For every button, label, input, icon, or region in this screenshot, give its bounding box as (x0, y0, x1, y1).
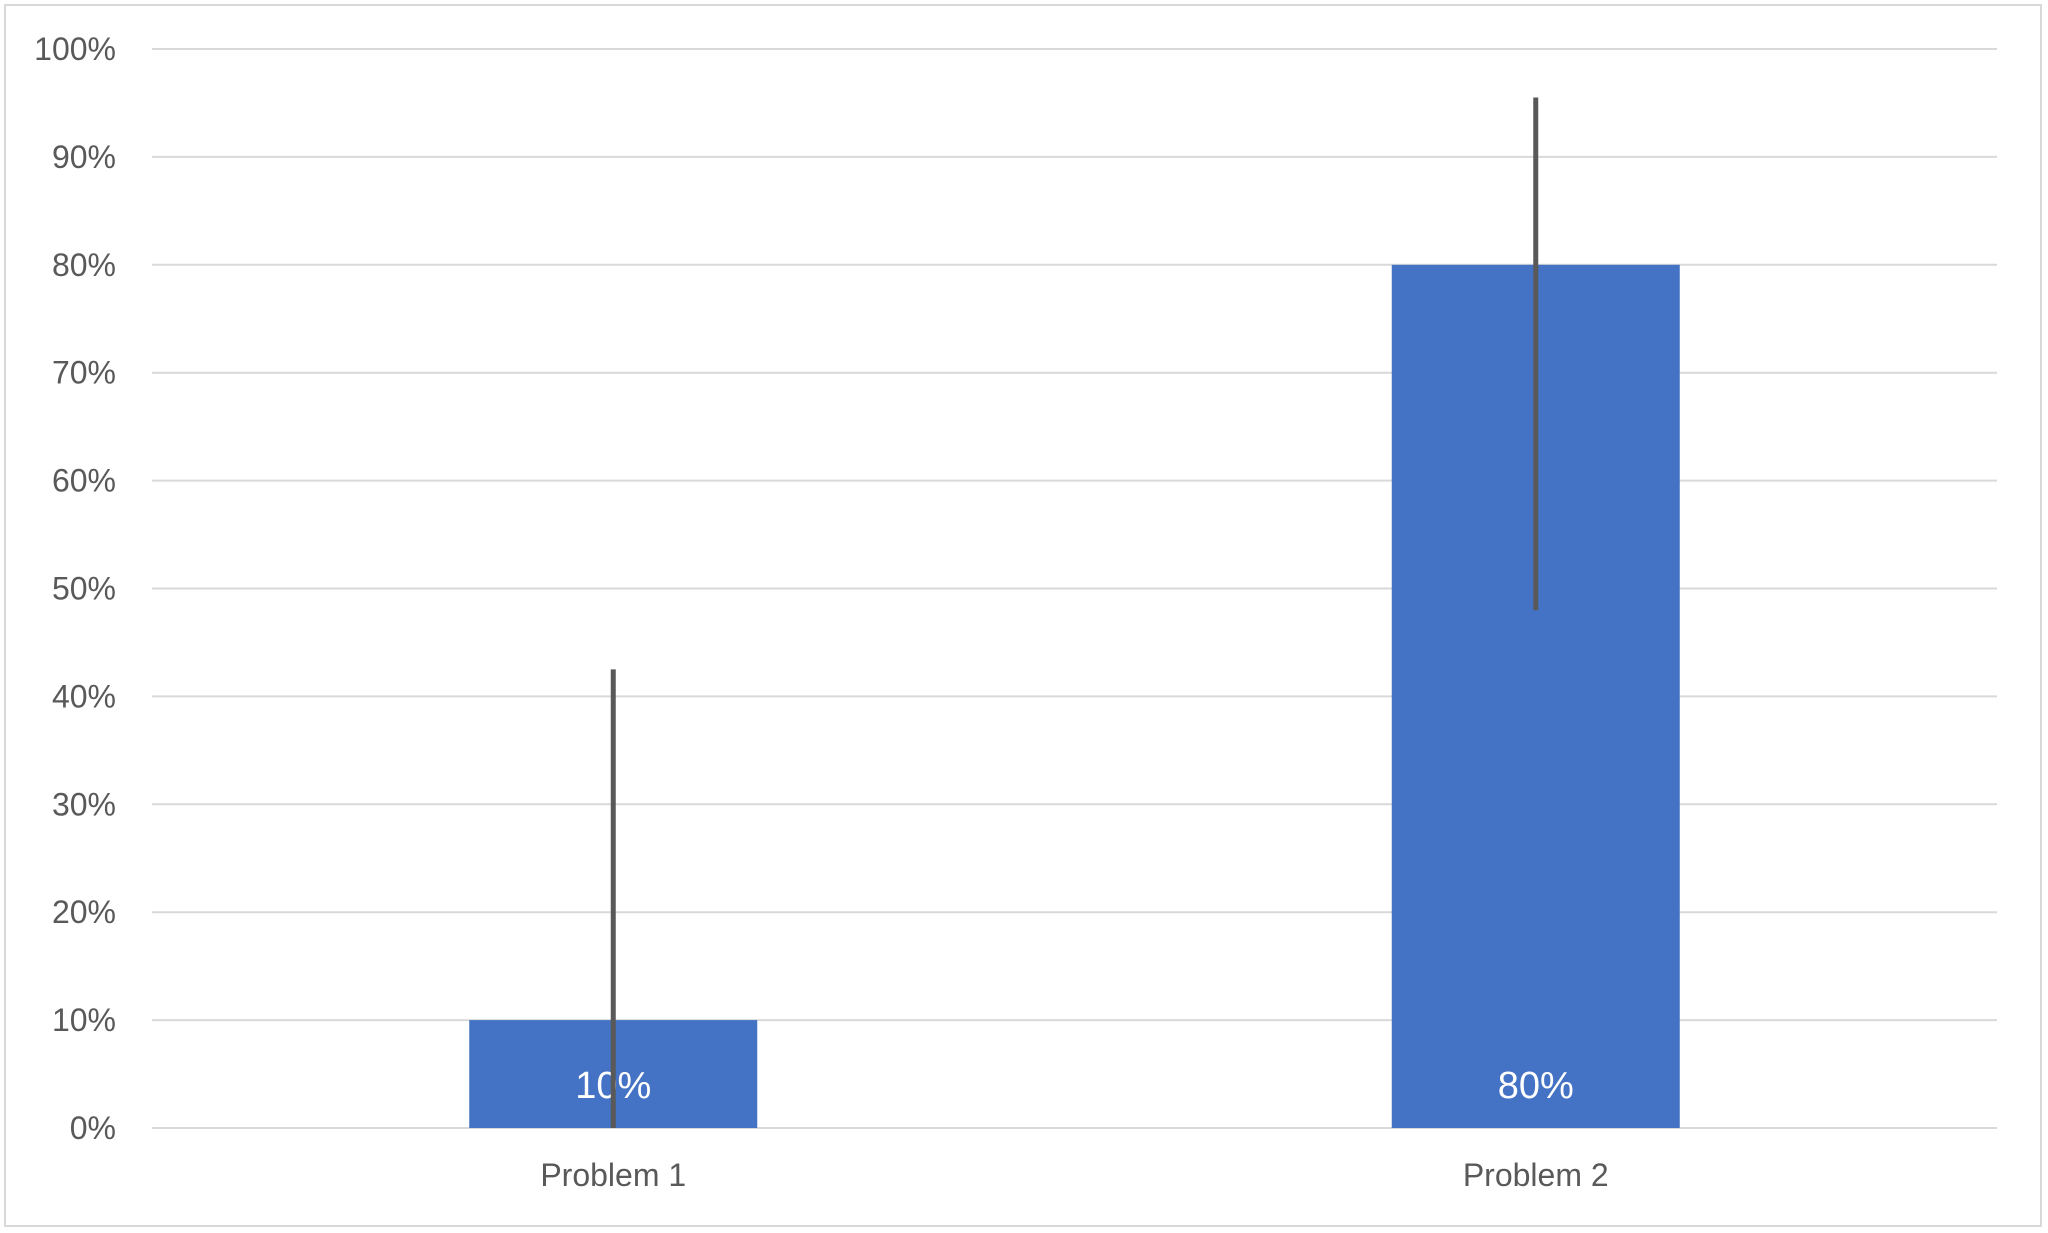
data-label: 80% (1498, 1065, 1574, 1107)
x-tick-label: Problem 2 (1463, 1157, 1609, 1193)
y-tick-label: 10% (52, 1002, 116, 1038)
y-tick-label: 60% (52, 463, 116, 499)
y-tick-label: 70% (52, 355, 116, 391)
y-tick-label: 20% (52, 894, 116, 930)
y-tick-label: 40% (52, 678, 116, 714)
y-tick-label: 50% (52, 571, 116, 607)
chart-frame (4, 4, 2042, 1227)
x-tick-label: Problem 1 (540, 1157, 686, 1193)
y-tick-label: 0% (70, 1110, 116, 1146)
y-tick-label: 80% (52, 247, 116, 283)
y-tick-label: 90% (52, 139, 116, 175)
y-tick-label: 100% (34, 31, 116, 67)
y-tick-label: 30% (52, 786, 116, 822)
